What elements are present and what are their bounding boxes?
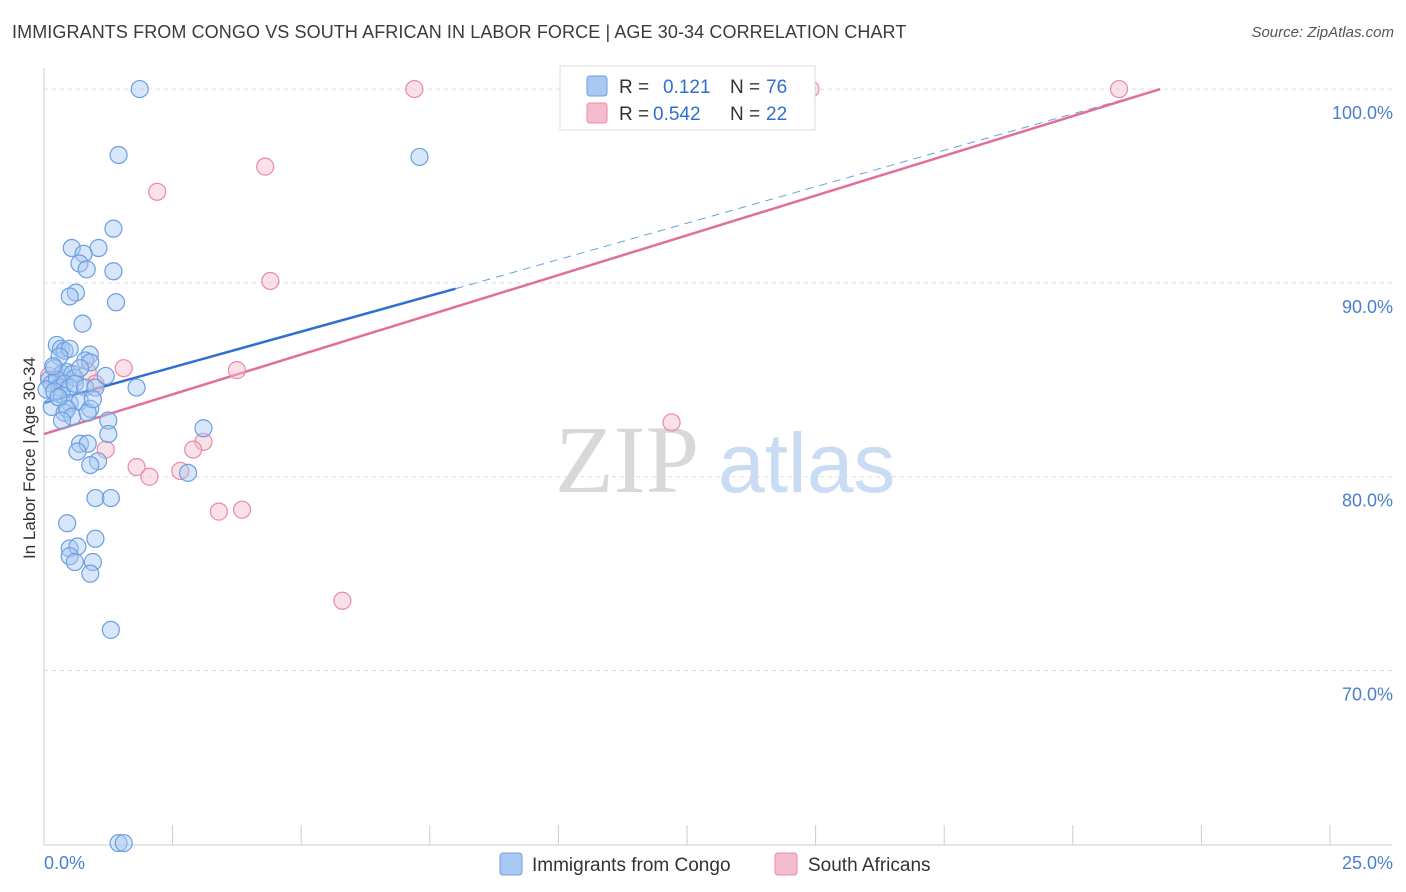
point-congo-36 <box>127 378 146 397</box>
point-south-africans-3 <box>256 157 275 176</box>
y-tick-label-1: 80.0% <box>1342 491 1393 511</box>
point-congo-67 <box>81 564 100 583</box>
legend-n-label-1: N = <box>730 77 760 98</box>
x-tick-labels: 0.0% 25.0% <box>44 853 1393 873</box>
point-south-africans-6 <box>114 359 133 378</box>
point-congo-3 <box>104 219 123 238</box>
point-south-africans-14 <box>184 440 203 459</box>
point-congo-59 <box>101 488 120 508</box>
point-south-africans-5 <box>261 271 280 291</box>
point-congo-35 <box>86 378 105 397</box>
point-congo-51 <box>99 424 118 444</box>
point-congo-68 <box>101 620 120 639</box>
point-congo-1 <box>109 145 128 165</box>
point-congo-66 <box>83 552 102 572</box>
point-congo-19 <box>50 347 69 366</box>
series-legend: Immigrants from Congo South Africans <box>499 852 931 876</box>
watermark-atlas: atlas <box>718 416 895 510</box>
point-congo-70 <box>114 833 133 853</box>
axes <box>43 68 1392 846</box>
point-congo-57 <box>178 463 198 482</box>
point-south-africans-19 <box>209 502 228 521</box>
point-congo-49 <box>99 411 118 430</box>
point-congo-73 <box>96 366 115 386</box>
y-tick-labels: 70.0% 80.0% 90.0% 100.0% <box>1332 103 1393 704</box>
y-tick-label-3: 100.0% <box>1332 103 1393 123</box>
point-south-africans-21 <box>333 591 352 610</box>
bottom-legend-swatch-congo <box>499 852 523 876</box>
point-congo-47 <box>78 403 97 422</box>
legend-r-value-1: 0.121 <box>663 77 711 98</box>
point-congo-75 <box>83 390 102 409</box>
point-congo-65 <box>65 552 84 572</box>
point-congo-64 <box>60 547 79 566</box>
point-south-africans-16 <box>127 457 146 477</box>
point-south-africans-2 <box>1109 79 1129 99</box>
point-south-africans-18 <box>140 467 159 486</box>
point-congo-54 <box>68 442 87 461</box>
y-axis-label: In Labor Force | Age 30-34 <box>20 357 39 559</box>
point-congo-9 <box>77 260 96 279</box>
point-congo-48 <box>52 411 72 430</box>
x-tick-label-0: 0.0% <box>44 853 85 873</box>
point-congo-5 <box>62 238 81 258</box>
trend-line-congo-extension <box>455 88 1161 290</box>
watermark: ZIP atlas <box>555 406 895 513</box>
point-congo-7 <box>70 254 89 273</box>
legend-swatch-blue <box>586 75 608 97</box>
point-congo-74 <box>70 359 90 378</box>
point-congo-71 <box>44 357 63 376</box>
point-congo-2 <box>410 147 429 167</box>
gridlines <box>44 88 1392 672</box>
point-congo-11 <box>60 287 79 306</box>
point-south-africans-7 <box>227 361 246 380</box>
point-congo-0 <box>130 79 149 99</box>
point-congo-60 <box>58 514 77 533</box>
data-points <box>37 79 1129 853</box>
legend-n-label-2: N = <box>730 104 760 125</box>
point-south-africans-20 <box>232 500 252 519</box>
legend-n-value-1: 76 <box>766 77 787 98</box>
bottom-legend-label-south-africans: South Africans <box>808 855 931 876</box>
point-south-africans-12 <box>662 413 681 432</box>
y-tick-label-0: 70.0% <box>1342 685 1393 705</box>
legend-n-value-2: 22 <box>766 104 787 125</box>
legend-r-label-1: R = <box>619 77 649 98</box>
stats-legend: R = 0.121 N = 76 R = 0.542 N = 22 <box>559 65 816 131</box>
point-south-africans-0 <box>405 79 424 99</box>
point-congo-69 <box>109 833 128 853</box>
trend-lines <box>43 87 1161 436</box>
legend-r-value-2: 0.542 <box>653 104 701 125</box>
point-south-africans-4 <box>148 182 167 201</box>
point-congo-12 <box>106 293 126 312</box>
trend-line-congo <box>43 287 456 405</box>
point-congo-50 <box>194 419 213 438</box>
point-congo-58 <box>86 488 105 508</box>
trend-line-south-africans <box>43 87 1161 436</box>
watermark-zip: ZIP <box>555 406 699 513</box>
legend-r-label-2: R = <box>619 104 649 125</box>
y-tick-label-2: 90.0% <box>1342 297 1393 317</box>
point-congo-61 <box>86 529 105 548</box>
legend-swatch-pink <box>586 102 608 124</box>
chart-title: IMMIGRANTS FROM CONGO VS SOUTH AFRICAN I… <box>12 22 907 42</box>
bottom-legend-label-congo: Immigrants from Congo <box>532 855 731 876</box>
source-credit: Source: ZipAtlas.com <box>1251 24 1394 41</box>
point-congo-8 <box>104 262 123 281</box>
point-congo-72 <box>49 388 68 407</box>
point-congo-56 <box>81 455 100 475</box>
bottom-legend-swatch-south-africans <box>774 852 798 876</box>
point-congo-6 <box>74 244 93 263</box>
point-congo-21 <box>81 353 100 372</box>
point-congo-63 <box>68 537 87 556</box>
x-tick-label-1: 25.0% <box>1342 853 1393 873</box>
point-congo-13 <box>73 314 92 333</box>
